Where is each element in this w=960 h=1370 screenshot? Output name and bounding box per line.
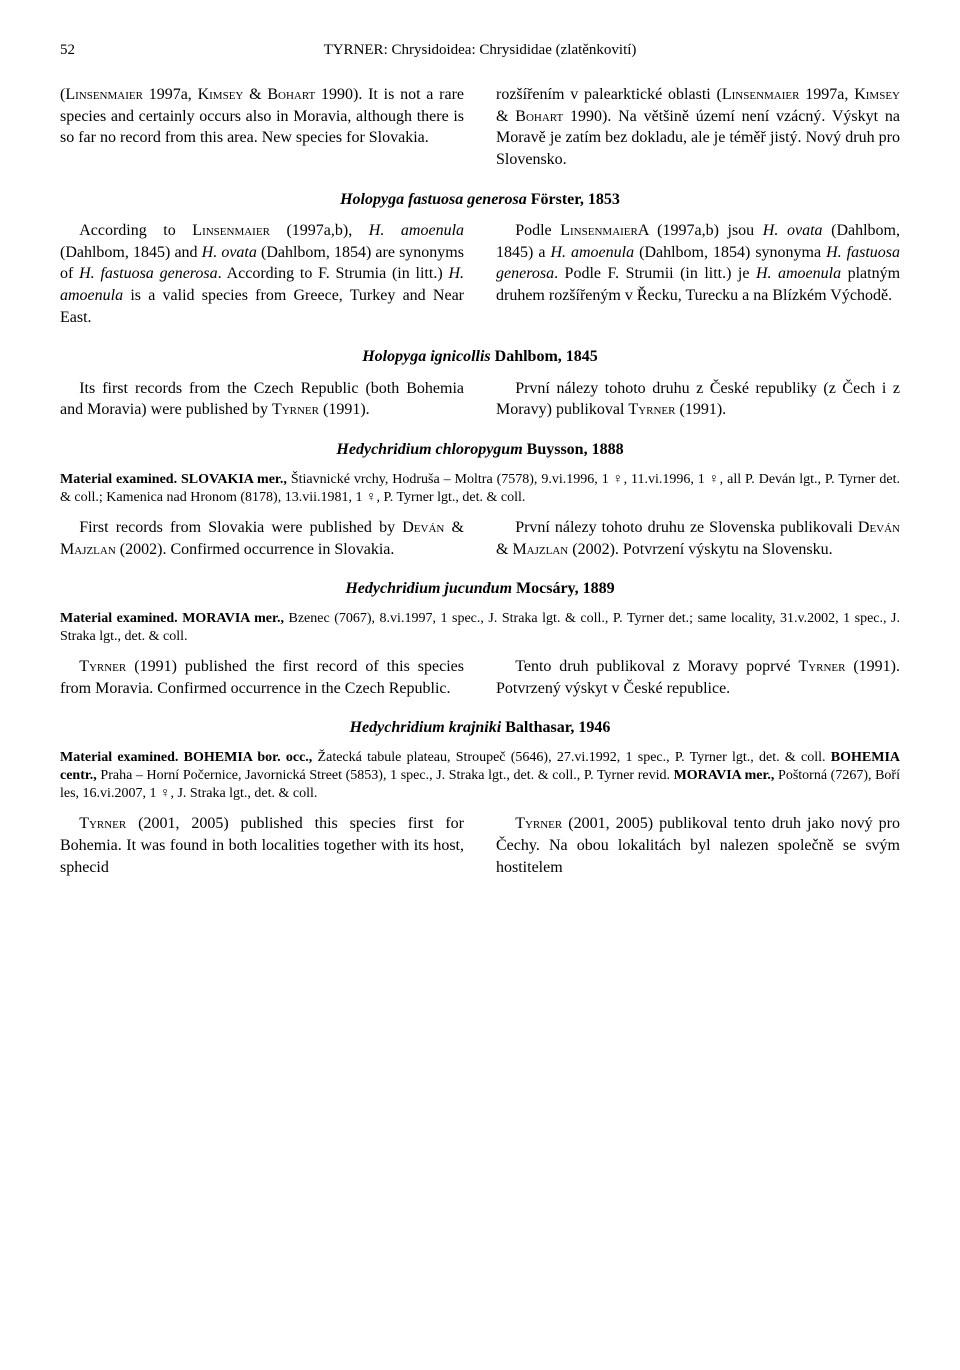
- material-4: Material examined. MORAVIA mer., Bzenec …: [60, 610, 900, 646]
- sec5-left: Tyrner (2001, 2005) published this speci…: [60, 813, 464, 878]
- species-name-2: Holopyga ignicollis: [362, 348, 490, 365]
- authority-5: Balthasar, 1946: [501, 719, 610, 736]
- authority-4: Mocsáry, 1889: [512, 580, 615, 597]
- running-head: TYRNER: Chrysidoidea: Chrysididae (zlatě…: [100, 40, 860, 60]
- section-head-3: Hedychridium chloropygum Buysson, 1888: [60, 439, 900, 461]
- section-4-body: Tyrner (1991) published the first record…: [60, 656, 900, 699]
- sec3-left: First records from Slovakia were publish…: [60, 517, 464, 560]
- sec4-right: Tento druh publikoval z Moravy poprvé Ty…: [496, 656, 900, 699]
- species-name-4: Hedychridium jucundum: [345, 580, 512, 597]
- section-3-body: First records from Slovakia were publish…: [60, 517, 900, 560]
- section-head-4: Hedychridium jucundum Mocsáry, 1889: [60, 578, 900, 600]
- page-number: 52: [60, 40, 100, 60]
- sec2-right: První nálezy tohoto druhu z České republ…: [496, 378, 900, 421]
- sec2-left: Its first records from the Czech Republi…: [60, 378, 464, 421]
- sec1-left: According to Linsenmaier (1997a,b), H. a…: [60, 220, 464, 328]
- sec1-right: Podle LinsenmaierA (1997a,b) jsou H. ova…: [496, 220, 900, 306]
- material-5: Material examined. BOHEMIA bor. occ., Ža…: [60, 749, 900, 804]
- section-1-body: According to Linsenmaier (1997a,b), H. a…: [60, 220, 900, 328]
- section-head-5: Hedychridium krajniki Balthasar, 1946: [60, 717, 900, 739]
- authority-3: Buysson, 1888: [523, 441, 624, 458]
- authority-2: Dahlbom, 1845: [491, 348, 598, 365]
- intro-block: (Linsenmaier 1997a, Kimsey & Bohart 1990…: [60, 84, 900, 170]
- authority-1: Förster, 1853: [527, 191, 620, 208]
- section-head-1: Holopyga fastuosa generosa Förster, 1853: [60, 189, 900, 211]
- section-head-2: Holopyga ignicollis Dahlbom, 1845: [60, 346, 900, 368]
- species-name-3: Hedychridium chloropygum: [336, 441, 522, 458]
- sec3-right: První nálezy tohoto druhu ze Slovenska p…: [496, 517, 900, 560]
- header-spacer: [860, 40, 900, 60]
- species-name-1: Holopyga fastuosa generosa: [340, 191, 527, 208]
- material-3: Material examined. SLOVAKIA mer., Štiavn…: [60, 471, 900, 507]
- sec5-right: Tyrner (2001, 2005) publikoval tento dru…: [496, 813, 900, 878]
- intro-right: rozšířením v palearktické oblasti (Linse…: [496, 84, 900, 170]
- section-2-body: Its first records from the Czech Republi…: [60, 378, 900, 421]
- section-5-body: Tyrner (2001, 2005) published this speci…: [60, 813, 900, 878]
- intro-left: (Linsenmaier 1997a, Kimsey & Bohart 1990…: [60, 84, 464, 149]
- sec4-left: Tyrner (1991) published the first record…: [60, 656, 464, 699]
- species-name-5: Hedychridium krajniki: [350, 719, 502, 736]
- page-header: 52 TYRNER: Chrysidoidea: Chrysididae (zl…: [60, 40, 900, 60]
